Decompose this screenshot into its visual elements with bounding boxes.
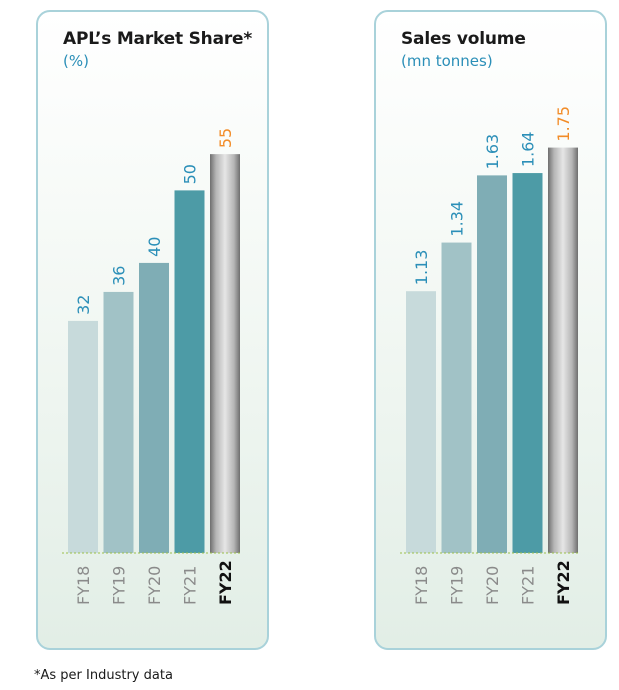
category-label-fy20: FY20 [483,566,502,605]
value-label-fy19: 1.34 [448,201,467,237]
category-label-fy21: FY21 [519,566,538,605]
value-label-fy22: 1.75 [554,106,573,142]
value-label-fy21: 1.64 [519,131,538,167]
market-share-chart: 32 FY18 36 FY19 40 FY20 50 FY21 55 FY22 [62,128,242,605]
value-label-fy20: 1.63 [483,134,502,170]
category-label-fy19: FY19 [110,566,129,605]
market-share-panel: APL’s Market Share* (%) 32 FY18 36 FY19 40 FY… [36,10,269,650]
bar-fy18 [68,320,98,553]
category-label-fy18: FY18 [74,566,93,605]
value-label-fy21: 50 [181,164,200,184]
value-label-fy18: 1.13 [412,250,431,286]
bar-fy20 [477,175,507,553]
value-label-fy18: 32 [74,295,93,315]
bar-fy21 [174,190,205,554]
value-label-fy19: 36 [110,266,129,286]
sales-volume-title: Sales volume [401,29,526,49]
bar-fy19 [441,242,472,554]
value-label-fy22: 55 [216,128,235,148]
category-label-fy22: FY22 [554,560,573,605]
footnote: *As per Industry data [34,668,173,683]
bar-fy22 [210,154,240,553]
bar-fy18 [406,291,436,553]
sales-volume-panel: Sales volume (mn tonnes) 1.13 FY18 1.34 FY1… [374,10,607,650]
category-label-fy21: FY21 [181,566,200,605]
market-share-title: APL’s Market Share* [63,29,253,49]
category-label-fy18: FY18 [412,566,431,605]
value-label-fy20: 40 [145,237,164,257]
market-share-unit: (%) [63,52,89,70]
bar-fy20 [139,262,169,553]
bar-fy22 [548,147,578,554]
category-label-fy22: FY22 [216,560,235,605]
category-label-fy19: FY19 [448,566,467,605]
bar-fy19 [103,291,134,553]
sales-volume-chart: 1.13 FY18 1.34 FY19 1.63 FY20 1.64 FY21 1.75 FY22 [400,106,580,605]
bar-fy21 [512,173,543,554]
sales-volume-unit: (mn tonnes) [401,52,493,70]
category-label-fy20: FY20 [145,566,164,605]
